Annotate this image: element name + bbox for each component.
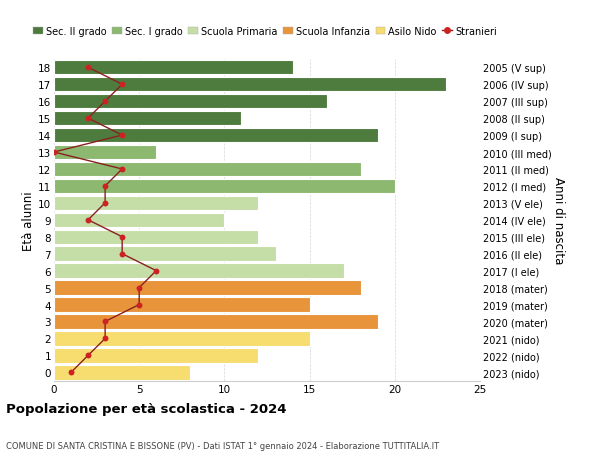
Bar <box>54 146 156 160</box>
Bar <box>54 314 378 329</box>
Point <box>118 81 127 89</box>
Point <box>83 64 93 72</box>
Point <box>83 115 93 123</box>
Bar <box>54 162 361 177</box>
Bar <box>54 230 259 244</box>
Point <box>134 284 144 291</box>
Point <box>100 335 110 342</box>
Point <box>83 217 93 224</box>
Legend: Sec. II grado, Sec. I grado, Scuola Primaria, Scuola Infanzia, Asilo Nido, Stran: Sec. II grado, Sec. I grado, Scuola Prim… <box>29 23 500 40</box>
Point <box>100 318 110 325</box>
Point <box>83 352 93 359</box>
Point <box>100 183 110 190</box>
Bar <box>54 331 310 346</box>
Point <box>100 200 110 207</box>
Bar <box>54 78 446 92</box>
Y-axis label: Anni di nascita: Anni di nascita <box>553 177 565 264</box>
Bar <box>54 264 344 278</box>
Bar <box>54 247 275 261</box>
Point <box>118 234 127 241</box>
Bar <box>54 213 224 228</box>
Text: COMUNE DI SANTA CRISTINA E BISSONE (PV) - Dati ISTAT 1° gennaio 2024 - Elaborazi: COMUNE DI SANTA CRISTINA E BISSONE (PV) … <box>6 441 439 450</box>
Y-axis label: Età alunni: Età alunni <box>22 190 35 250</box>
Point <box>118 251 127 258</box>
Bar <box>54 196 259 211</box>
Point <box>100 98 110 106</box>
Bar <box>54 129 378 143</box>
Bar <box>54 61 293 75</box>
Point <box>118 166 127 173</box>
Text: Popolazione per età scolastica - 2024: Popolazione per età scolastica - 2024 <box>6 403 287 415</box>
Bar <box>54 365 190 380</box>
Bar <box>54 281 361 295</box>
Bar <box>54 179 395 194</box>
Point <box>49 149 59 157</box>
Bar <box>54 95 326 109</box>
Bar <box>54 298 310 312</box>
Point <box>66 369 76 376</box>
Point <box>151 268 161 275</box>
Point <box>118 132 127 140</box>
Bar <box>54 348 259 363</box>
Bar <box>54 112 241 126</box>
Point <box>134 301 144 308</box>
